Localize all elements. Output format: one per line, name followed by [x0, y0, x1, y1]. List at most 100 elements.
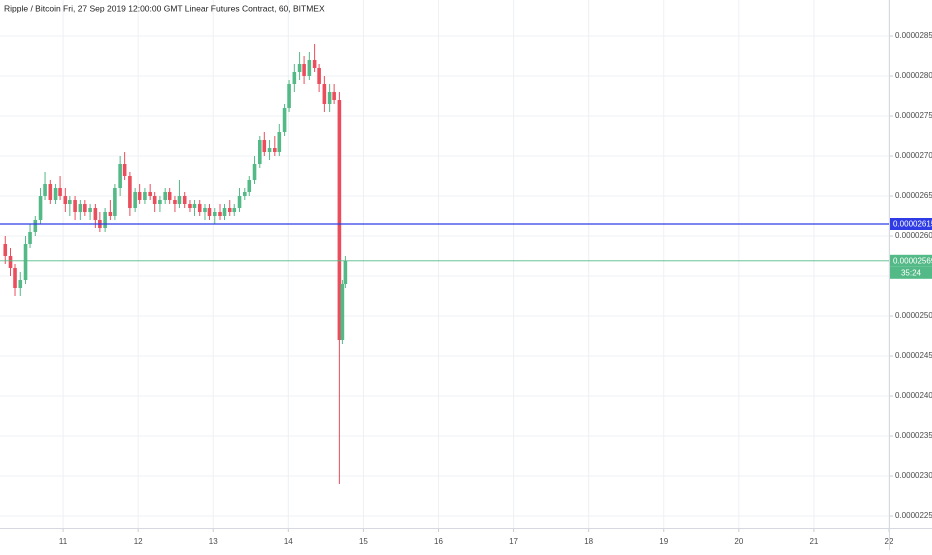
- candle-body: [28, 232, 32, 244]
- candle-body: [177, 196, 182, 204]
- x-tick-label: 18: [584, 537, 593, 546]
- candle-body: [163, 192, 167, 200]
- candle-body: [158, 200, 162, 204]
- candle-body: [273, 148, 277, 152]
- candle-body: [203, 208, 207, 212]
- candle-body: [182, 196, 187, 204]
- candle-body: [18, 280, 23, 288]
- chart-title: Ripple / Bitcoin Fri, 27 Sep 2019 12:00:…: [4, 3, 325, 13]
- candle-body: [8, 256, 13, 268]
- x-tick-label: 13: [209, 537, 218, 546]
- price-label: 0.00002615: [893, 220, 932, 229]
- x-tick-label: 19: [659, 537, 668, 546]
- candle-body: [277, 132, 282, 152]
- candle-body: [232, 208, 237, 212]
- overlay: 0.00002615 0.00002569 35:24: [0, 218, 932, 279]
- candle-body: [322, 84, 327, 104]
- candle-body: [237, 196, 242, 208]
- candle-body: [327, 92, 332, 104]
- candle-body: [332, 92, 336, 100]
- countdown-box: [890, 266, 932, 279]
- candle-body: [317, 68, 321, 84]
- candle-body: [188, 204, 192, 208]
- candle-body: [307, 60, 312, 76]
- candle-body: [337, 100, 342, 340]
- candle-body: [267, 148, 272, 152]
- candle-body: [167, 192, 172, 200]
- price-label-box: [890, 254, 932, 267]
- candle-body: [48, 184, 53, 200]
- x-tick-label: 15: [359, 537, 368, 546]
- candle-body: [133, 192, 137, 208]
- candle-body: [218, 212, 222, 216]
- candle-body: [73, 200, 77, 212]
- candle-body: [340, 284, 345, 340]
- candle-body: [38, 196, 43, 220]
- candle-body: [93, 208, 98, 220]
- candle-body: [312, 60, 317, 68]
- candle-body: [292, 72, 297, 84]
- candle-body: [118, 164, 122, 188]
- x-tick-label: 11: [59, 537, 68, 546]
- candle-body: [173, 200, 177, 204]
- candle-body: [227, 208, 232, 212]
- price-label: 0.00002569: [893, 256, 932, 265]
- x-tick-label: 17: [509, 537, 518, 546]
- candle-body: [43, 184, 47, 196]
- candle-body: [3, 244, 8, 256]
- candle-body: [122, 164, 127, 176]
- candle-body: [137, 192, 142, 200]
- candle-body: [287, 84, 291, 108]
- x-tick-label: 12: [134, 537, 143, 546]
- candle-body: [83, 204, 87, 212]
- candle-body: [113, 188, 117, 216]
- candle-body: [78, 204, 83, 212]
- candle-body: [63, 196, 68, 204]
- candle-body: [242, 192, 247, 196]
- candle-body: [152, 196, 157, 204]
- candle-body: [88, 208, 92, 212]
- candle-body: [343, 260, 348, 284]
- candles: [3, 44, 348, 484]
- x-tick-label: 14: [284, 537, 293, 546]
- candle-body: [108, 212, 113, 216]
- candle-body: [103, 212, 107, 228]
- y-tick-label: 0.00002850: [895, 31, 932, 40]
- candle-body: [297, 64, 302, 72]
- candle-body: [212, 212, 217, 216]
- countdown: 35:24: [901, 268, 922, 277]
- candle-body: [33, 220, 38, 232]
- candle-body: [197, 204, 202, 212]
- candle-body: [23, 244, 28, 280]
- candle-body: [302, 64, 306, 76]
- candle-body: [53, 188, 58, 200]
- candle-body: [252, 164, 257, 180]
- x-tick-label: 20: [734, 537, 743, 546]
- candle-body: [128, 176, 132, 208]
- candle-body: [143, 192, 147, 200]
- x-tick-label: 21: [809, 537, 818, 546]
- candle-body: [257, 140, 262, 164]
- candle-body: [148, 192, 152, 196]
- candle-body: [282, 108, 287, 132]
- candle-body: [207, 208, 212, 216]
- candle-body: [68, 200, 72, 204]
- candle-body: [262, 140, 267, 152]
- price-label-box: [890, 218, 932, 230]
- candle-body: [192, 204, 197, 208]
- x-tick-label: 16: [434, 537, 443, 546]
